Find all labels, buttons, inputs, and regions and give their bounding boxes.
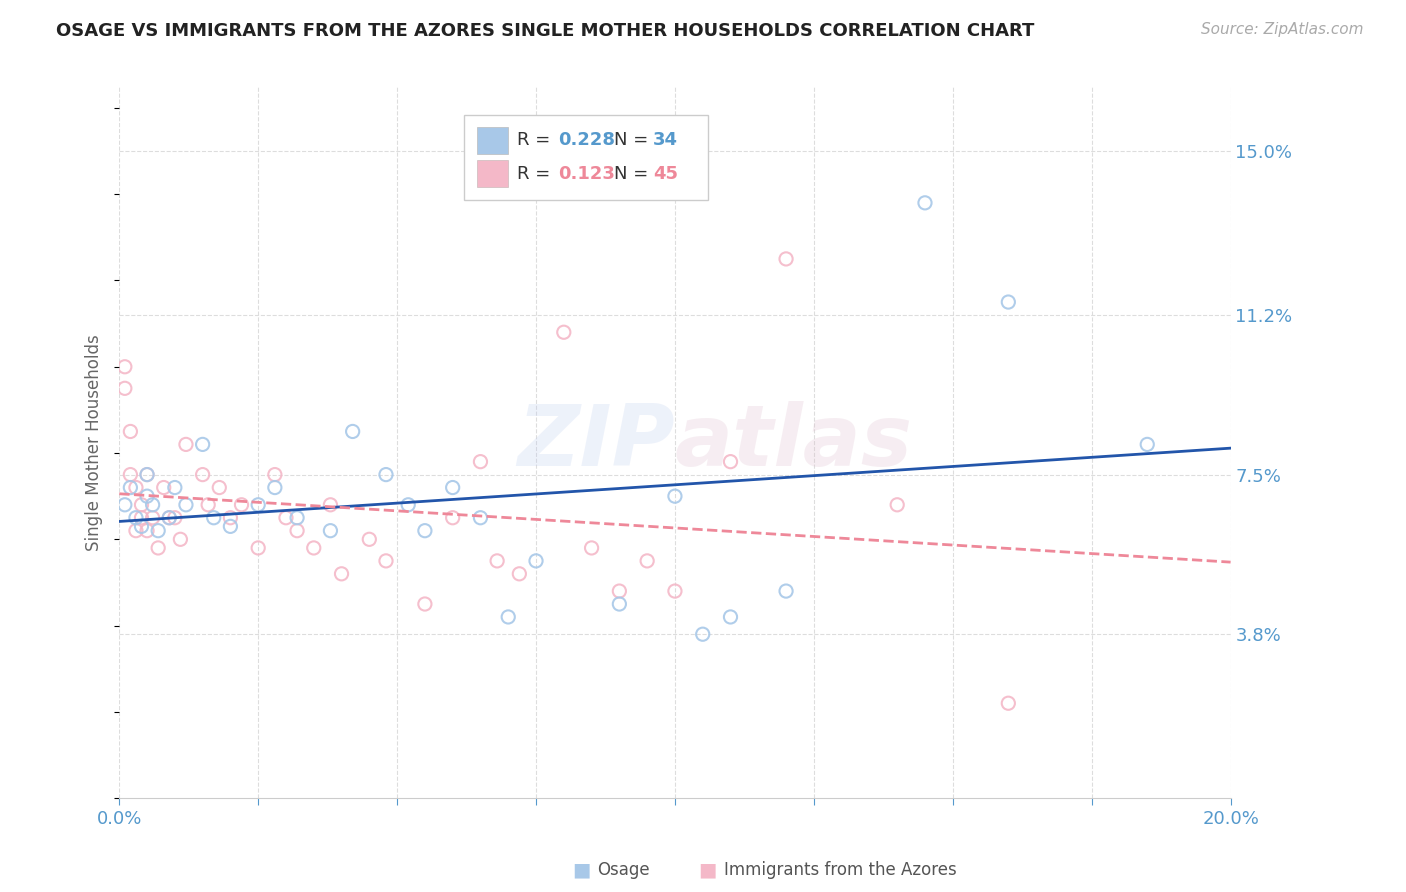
Point (114, 359, 136, 374)
Point (136, 524, 159, 538)
Point (413, 597, 436, 611)
Point (1136, 437, 1159, 451)
Point (319, 524, 342, 538)
Point (169, 533, 191, 547)
Point (142, 510, 165, 524)
Point (342, 425, 364, 439)
Point (441, 510, 464, 524)
Point (413, 524, 436, 538)
Point (131, 510, 153, 524)
Point (125, 510, 148, 524)
Point (174, 498, 197, 512)
Text: N =: N = (614, 165, 654, 183)
Point (330, 566, 353, 581)
Text: 45: 45 (652, 165, 678, 183)
Text: 0.228: 0.228 (558, 131, 616, 150)
Point (470, 510, 492, 524)
Point (157, 510, 180, 524)
Text: 34: 34 (652, 131, 678, 150)
Point (202, 510, 225, 524)
Point (664, 584, 686, 599)
Point (231, 498, 253, 512)
Text: Osage: Osage (598, 861, 650, 879)
Text: N =: N = (614, 131, 654, 150)
Point (581, 541, 603, 555)
Bar (477, 161, 508, 187)
Text: 0.123: 0.123 (558, 165, 614, 183)
Point (997, 295, 1019, 310)
Point (609, 597, 631, 611)
Point (285, 510, 308, 524)
Point (720, 610, 742, 624)
Point (359, 533, 381, 547)
Text: R =: R = (517, 165, 557, 183)
Point (263, 481, 285, 495)
Text: atlas: atlas (675, 401, 912, 483)
Bar (464, 115, 709, 200)
Point (208, 481, 231, 495)
Point (524, 554, 547, 568)
Point (219, 510, 242, 524)
Point (441, 481, 464, 495)
Point (609, 584, 631, 599)
Point (120, 425, 142, 439)
Point (125, 481, 148, 495)
Point (274, 510, 297, 524)
Text: R =: R = (517, 131, 557, 150)
Point (886, 498, 908, 512)
Point (114, 498, 136, 512)
Point (302, 541, 325, 555)
Point (197, 498, 219, 512)
Point (375, 467, 398, 482)
Text: Source: ZipAtlas.com: Source: ZipAtlas.com (1201, 22, 1364, 37)
Point (136, 467, 159, 482)
Point (120, 467, 142, 482)
Point (396, 498, 419, 512)
Point (247, 498, 270, 512)
Point (775, 252, 797, 266)
Point (219, 519, 242, 533)
Point (997, 696, 1019, 710)
Y-axis label: Single Mother Households: Single Mother Households (86, 334, 103, 550)
Text: Immigrants from the Azores: Immigrants from the Azores (724, 861, 957, 879)
Point (163, 510, 186, 524)
Point (157, 510, 180, 524)
Point (319, 498, 342, 512)
Point (486, 554, 509, 568)
Point (152, 481, 174, 495)
Point (146, 524, 169, 538)
Text: OSAGE VS IMMIGRANTS FROM THE AZORES SINGLE MOTHER HOUSEHOLDS CORRELATION CHART: OSAGE VS IMMIGRANTS FROM THE AZORES SING… (56, 22, 1035, 40)
Point (470, 455, 492, 469)
Point (136, 489, 159, 503)
Point (508, 566, 530, 581)
Point (125, 524, 148, 538)
Point (692, 627, 714, 641)
Point (775, 584, 797, 599)
Point (163, 481, 186, 495)
Point (664, 489, 686, 503)
Point (131, 498, 153, 512)
Point (146, 541, 169, 555)
Text: ZIP: ZIP (517, 401, 675, 483)
Point (720, 455, 742, 469)
Point (285, 524, 308, 538)
Text: ■: ■ (699, 860, 717, 880)
Point (636, 554, 658, 568)
Point (191, 437, 214, 451)
Point (553, 325, 575, 339)
Point (136, 467, 159, 482)
Point (247, 541, 270, 555)
Point (174, 437, 197, 451)
Point (120, 481, 142, 495)
Point (114, 381, 136, 395)
Point (263, 467, 285, 482)
Text: ■: ■ (572, 860, 591, 880)
Bar (477, 127, 508, 154)
Point (131, 519, 153, 533)
Point (496, 610, 519, 624)
Point (914, 195, 936, 210)
Point (142, 498, 165, 512)
Point (375, 554, 398, 568)
Point (191, 467, 214, 482)
